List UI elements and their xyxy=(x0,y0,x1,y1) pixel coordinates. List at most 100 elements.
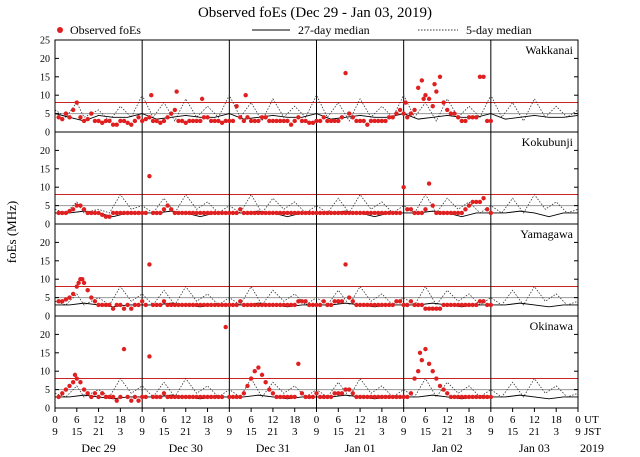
observed-point xyxy=(80,277,85,282)
observed-point xyxy=(63,387,69,392)
observed-point xyxy=(107,302,112,308)
observed-point xyxy=(445,107,450,113)
observed-point xyxy=(78,203,83,208)
observed-point xyxy=(60,299,65,304)
station-name: Okinawa xyxy=(530,319,574,333)
observed-point xyxy=(165,203,170,208)
jst-tick-label: 15 xyxy=(246,426,258,438)
observed-point xyxy=(223,324,228,330)
observed-point xyxy=(401,185,406,190)
observed-point xyxy=(426,96,432,102)
observed-point xyxy=(288,394,294,400)
observed-point xyxy=(372,210,377,216)
observed-point xyxy=(100,391,105,396)
observed-point xyxy=(212,118,218,124)
observed-point xyxy=(238,299,243,304)
observed-point xyxy=(118,302,123,308)
x-axis: 0961512211830961512211830961512211830961… xyxy=(52,408,604,455)
jst-tick-label: 15 xyxy=(507,426,519,438)
observed-point xyxy=(147,262,152,267)
observed-point xyxy=(365,210,370,216)
observed-point xyxy=(397,394,403,400)
observed-point xyxy=(150,302,156,308)
observed-point xyxy=(219,210,225,216)
observed-point xyxy=(481,299,486,304)
observed-point xyxy=(150,210,156,216)
observed-point xyxy=(263,210,268,216)
observed-point xyxy=(154,302,159,308)
observed-point xyxy=(277,394,283,400)
observed-point xyxy=(412,107,417,113)
observed-point xyxy=(121,118,127,124)
observed-point xyxy=(136,210,141,216)
observed-point xyxy=(201,394,207,400)
observed-point xyxy=(390,115,395,120)
observed-point xyxy=(183,302,188,308)
observed-point xyxy=(227,394,232,400)
observed-point xyxy=(70,207,76,212)
observed-point xyxy=(357,302,363,308)
observed-point xyxy=(154,118,159,124)
observed-point xyxy=(248,376,254,381)
observed-point xyxy=(357,210,363,216)
observed-point xyxy=(394,394,399,400)
observed-point xyxy=(299,299,305,304)
observed-point xyxy=(165,115,170,120)
observed-point xyxy=(437,74,443,80)
observed-point xyxy=(317,118,323,124)
observed-point xyxy=(434,89,439,94)
jst-tick-label: 21 xyxy=(180,426,191,438)
observed-point xyxy=(285,210,290,216)
observed-point xyxy=(63,297,69,302)
observed-point xyxy=(150,394,156,400)
observed-point xyxy=(343,387,348,392)
observed-point xyxy=(421,96,426,102)
observed-point xyxy=(379,118,385,124)
observed-point xyxy=(325,394,330,400)
observed-point xyxy=(187,118,192,124)
ut-tick-label: 6 xyxy=(336,414,342,426)
observed-point xyxy=(332,299,337,304)
observed-point xyxy=(89,111,94,116)
observed-point xyxy=(328,118,334,124)
observed-point xyxy=(81,118,87,124)
observed-point xyxy=(441,100,446,105)
observed-point xyxy=(477,299,483,304)
observed-point xyxy=(103,118,109,124)
observed-point xyxy=(161,207,167,212)
observed-point xyxy=(165,394,170,400)
jst-tick-label: 9 xyxy=(488,426,494,438)
observed-point xyxy=(198,302,203,308)
observed-point xyxy=(376,302,381,308)
observed-point xyxy=(423,346,428,352)
observed-point xyxy=(103,214,109,219)
y-tick-label: 5 xyxy=(45,201,50,212)
jst-tick-label: 15 xyxy=(420,426,432,438)
y-tick-label: 10 xyxy=(40,367,50,378)
observed-point xyxy=(67,295,72,300)
day-label: Dec 31 xyxy=(256,441,290,455)
observed-point xyxy=(136,302,141,308)
observed-point xyxy=(172,107,178,113)
observed-point xyxy=(256,365,261,370)
observed-point xyxy=(85,391,90,396)
observed-point xyxy=(307,302,312,308)
observed-point xyxy=(321,394,326,400)
observed-point xyxy=(368,118,374,124)
observed-point xyxy=(194,118,199,124)
panel-yamagawa: 0 5 10 15 20 Yamagawa xyxy=(40,223,579,323)
observed-point xyxy=(325,118,330,124)
observed-point xyxy=(477,199,483,205)
y-tick-label: 0 xyxy=(45,220,50,231)
observed-point xyxy=(248,118,254,124)
panel-kokubunji: 0 5 10 15 20 Kokubunji xyxy=(40,131,579,231)
observed-point xyxy=(310,394,316,400)
y-tick-label: 5 xyxy=(45,293,50,304)
observed-point xyxy=(139,299,145,304)
observed-point xyxy=(85,288,90,293)
observed-point xyxy=(100,120,105,126)
ut-tick-label: 0 xyxy=(227,414,233,426)
observed-point xyxy=(256,118,261,124)
observed-point xyxy=(118,394,123,400)
observed-point xyxy=(267,210,272,216)
